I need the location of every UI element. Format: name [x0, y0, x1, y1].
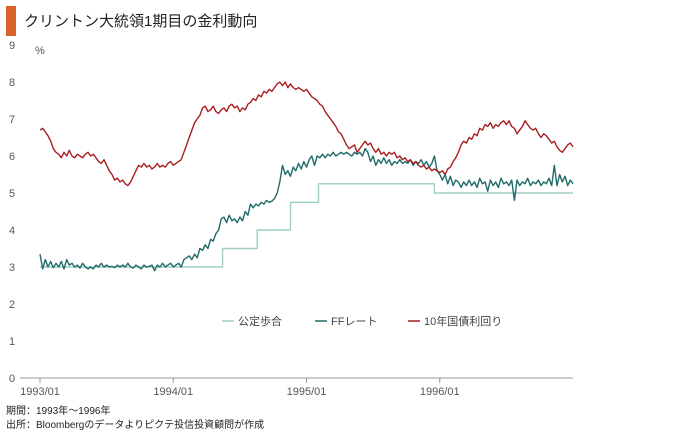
title-accent-bar [6, 6, 16, 36]
y-tick-label: 5 [9, 188, 15, 200]
x-axis-ticks: 1993/01 1994/01 1995/01 1996/01 [20, 378, 460, 398]
series-lines [39, 81, 574, 272]
y-tick-label: 9 [9, 40, 15, 52]
y-tick-label: 6 [9, 151, 15, 163]
y-unit-label: % [35, 45, 45, 57]
y-tick-label: 1 [9, 336, 15, 348]
x-tick-label: 1994/01 [153, 386, 193, 398]
x-tick-label: 1995/01 [287, 386, 327, 398]
y-tick-label: 4 [9, 225, 15, 237]
legend-label-2: 10年国債利回り [424, 314, 502, 328]
legend-label-0: 公定歩合 [238, 314, 282, 328]
interest-rate-chart: % 0 1 2 3 4 5 6 7 8 9 1993/01 1994/01 1995/01 1996/0… [9, 40, 574, 398]
legend-label-1: FFレート [331, 316, 377, 328]
series-line-2 [39, 81, 574, 187]
series-line-0 [40, 183, 573, 268]
x-tick-label: 1993/01 [20, 386, 60, 398]
chart-title: クリントン大統領1期目の金利動向 [24, 13, 258, 30]
y-tick-label: 2 [9, 299, 15, 311]
y-axis-ticks: 0 1 2 3 4 5 6 7 8 9 [9, 40, 15, 385]
y-tick-label: 3 [9, 262, 15, 274]
y-tick-label: 7 [9, 114, 15, 126]
y-tick-label: 0 [9, 373, 15, 385]
x-tick-label: 1996/01 [420, 386, 460, 398]
y-tick-label: 8 [9, 77, 15, 89]
series-line-1 [39, 147, 574, 272]
source-note: 出所：Bloombergのデータよりピクテ投信投資顧問が作成 [6, 420, 265, 431]
legend: 公定歩合 FFレート 10年国債利回り [222, 314, 502, 328]
period-note: 期間：1993年～1996年 [6, 406, 111, 417]
